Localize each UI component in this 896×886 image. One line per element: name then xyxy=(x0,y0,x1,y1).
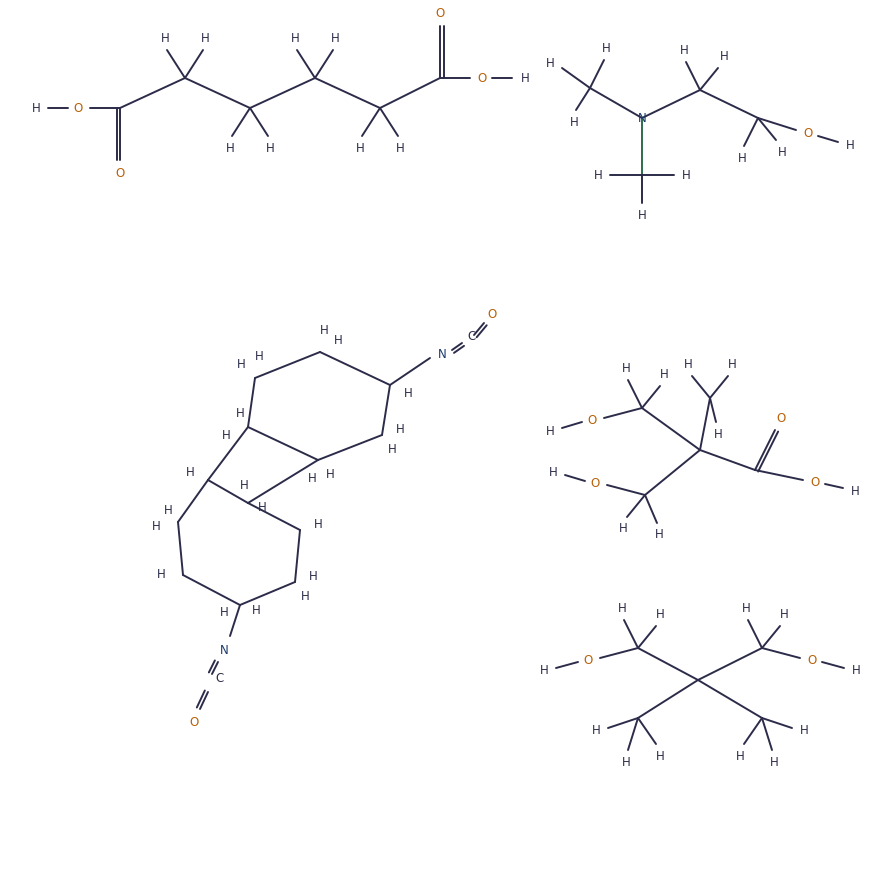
Text: H: H xyxy=(742,602,750,615)
Text: O: O xyxy=(116,167,125,180)
Text: H: H xyxy=(239,478,248,492)
Text: H: H xyxy=(737,152,746,165)
Text: H: H xyxy=(728,357,737,370)
Text: H: H xyxy=(301,589,309,602)
Text: H: H xyxy=(659,368,668,380)
Text: H: H xyxy=(220,607,228,619)
Text: H: H xyxy=(622,361,631,375)
Text: O: O xyxy=(487,308,496,322)
Text: H: H xyxy=(539,664,548,678)
Text: C: C xyxy=(468,330,476,344)
Text: O: O xyxy=(776,411,786,424)
Text: H: H xyxy=(617,602,626,615)
Text: H: H xyxy=(546,57,555,69)
Text: H: H xyxy=(736,750,745,763)
Text: H: H xyxy=(713,428,722,440)
Text: H: H xyxy=(226,142,235,154)
Text: O: O xyxy=(804,127,813,139)
Text: O: O xyxy=(810,476,820,488)
Text: H: H xyxy=(799,724,808,736)
Text: H: H xyxy=(325,468,334,480)
Text: H: H xyxy=(396,142,404,154)
Text: H: H xyxy=(258,501,266,514)
Text: H: H xyxy=(591,724,600,736)
Text: H: H xyxy=(719,50,728,63)
Text: H: H xyxy=(331,32,340,44)
Text: O: O xyxy=(807,654,816,666)
Text: H: H xyxy=(684,357,693,370)
Text: H: H xyxy=(164,503,172,517)
Text: O: O xyxy=(435,6,444,19)
Text: O: O xyxy=(189,717,199,729)
Text: H: H xyxy=(356,142,365,154)
Text: H: H xyxy=(333,333,342,346)
Text: H: H xyxy=(252,604,261,618)
Text: H: H xyxy=(236,407,245,419)
Text: H: H xyxy=(31,102,40,114)
Text: H: H xyxy=(265,142,274,154)
Text: H: H xyxy=(396,423,404,436)
Text: H: H xyxy=(846,138,855,152)
Text: O: O xyxy=(478,72,487,84)
Text: H: H xyxy=(254,349,263,362)
Text: H: H xyxy=(570,115,579,128)
Text: O: O xyxy=(583,654,592,666)
Text: H: H xyxy=(201,32,210,44)
Text: H: H xyxy=(594,168,602,182)
Text: H: H xyxy=(638,208,646,222)
Text: H: H xyxy=(618,523,627,535)
Text: N: N xyxy=(638,112,646,125)
Text: O: O xyxy=(588,414,597,426)
Text: H: H xyxy=(622,756,631,768)
Text: H: H xyxy=(157,569,166,581)
Text: H: H xyxy=(682,168,691,182)
Text: H: H xyxy=(320,323,328,337)
Text: H: H xyxy=(655,529,663,541)
Text: H: H xyxy=(521,72,530,84)
Text: C: C xyxy=(216,672,224,685)
Text: H: H xyxy=(307,471,316,485)
Text: N: N xyxy=(437,347,446,361)
Text: H: H xyxy=(160,32,169,44)
Text: N: N xyxy=(220,643,228,657)
Text: O: O xyxy=(590,477,599,489)
Text: H: H xyxy=(656,608,664,620)
Text: H: H xyxy=(546,424,555,438)
Text: H: H xyxy=(656,750,664,763)
Text: O: O xyxy=(73,102,82,114)
Text: H: H xyxy=(850,485,859,498)
Text: H: H xyxy=(151,519,160,532)
Text: H: H xyxy=(237,357,246,370)
Text: H: H xyxy=(403,386,412,400)
Text: H: H xyxy=(185,465,194,478)
Text: H: H xyxy=(851,664,860,678)
Text: H: H xyxy=(314,517,323,531)
Text: H: H xyxy=(680,43,688,57)
Text: H: H xyxy=(780,608,788,620)
Text: H: H xyxy=(778,145,787,159)
Text: H: H xyxy=(770,756,779,768)
Text: H: H xyxy=(290,32,299,44)
Text: H: H xyxy=(388,442,396,455)
Text: H: H xyxy=(308,570,317,582)
Text: H: H xyxy=(601,42,610,55)
Text: H: H xyxy=(221,429,230,441)
Text: H: H xyxy=(548,465,557,478)
